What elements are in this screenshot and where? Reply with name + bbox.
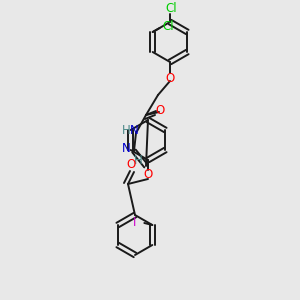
Text: I: I xyxy=(133,215,136,229)
Text: O: O xyxy=(126,158,136,172)
Text: H: H xyxy=(134,154,142,166)
Text: O: O xyxy=(143,169,153,182)
Text: O: O xyxy=(165,71,175,85)
Text: Cl: Cl xyxy=(165,2,177,16)
Text: Cl: Cl xyxy=(163,20,175,32)
Text: N: N xyxy=(122,142,130,155)
Text: N: N xyxy=(130,124,138,137)
Text: H: H xyxy=(122,124,130,137)
Text: O: O xyxy=(155,104,165,118)
